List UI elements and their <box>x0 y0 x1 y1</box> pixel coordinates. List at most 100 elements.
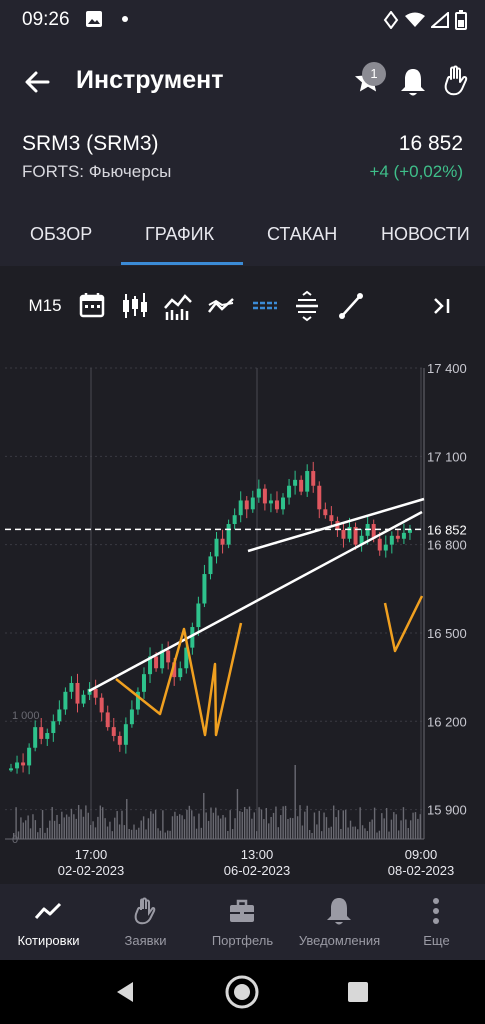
candle-body <box>129 709 134 725</box>
volume-bar <box>330 826 332 839</box>
volume-bar <box>414 812 417 839</box>
volume-bar <box>243 807 246 839</box>
volume-bar <box>15 807 17 839</box>
candle-body <box>287 485 292 498</box>
trendline-tool-icon[interactable] <box>338 290 364 322</box>
candles-icon[interactable] <box>121 290 149 322</box>
volume-bar <box>289 817 292 839</box>
volume-bar <box>13 833 15 839</box>
volume-bar <box>82 816 85 839</box>
level-range-icon[interactable] <box>294 290 320 322</box>
volume-bar <box>203 793 205 839</box>
volume-bar <box>171 816 174 839</box>
candle-body <box>166 650 171 663</box>
volume-bar <box>166 830 169 839</box>
horizontal-lines-icon[interactable] <box>251 290 279 322</box>
bell-icon[interactable] <box>398 66 428 98</box>
notification-count-badge: 1 <box>362 62 386 86</box>
volume-bar <box>248 806 251 839</box>
volume-bar <box>366 831 369 839</box>
tab-news[interactable]: НОВОСТИ <box>381 224 470 244</box>
volume-bar <box>61 811 63 839</box>
timeframe-label: M15 <box>28 296 62 315</box>
tab-chart[interactable]: ГРАФИК <box>145 224 215 244</box>
candle-body <box>377 538 382 551</box>
system-back-icon[interactable] <box>113 980 137 1004</box>
hand-order-icon[interactable] <box>440 64 472 98</box>
back-arrow-icon[interactable] <box>22 66 54 98</box>
volume-bar <box>56 814 58 839</box>
volume-bar <box>304 811 306 839</box>
timeframe-button[interactable]: M15 <box>22 290 68 322</box>
y-tick-label: 16 800 <box>427 538 467 553</box>
volume-bar <box>260 809 263 839</box>
hand-icon <box>134 897 156 925</box>
candle-body <box>281 497 286 510</box>
candle-body <box>63 691 68 710</box>
system-recents-icon[interactable] <box>347 981 369 1003</box>
scroll-to-end-icon[interactable] <box>430 290 454 322</box>
volume-bar <box>169 830 171 839</box>
volume-bar <box>188 805 191 839</box>
volume-bar <box>236 789 239 839</box>
status-icons-right <box>383 10 467 30</box>
nav-more[interactable]: Еще <box>388 884 485 960</box>
volume-bar <box>419 814 421 839</box>
volume-bar <box>292 818 294 839</box>
volume-bar <box>210 807 212 839</box>
volume-bar <box>400 820 402 839</box>
candle-body <box>51 721 56 734</box>
volume-bar <box>140 820 142 839</box>
volume-bar <box>70 808 73 839</box>
volume-bar <box>325 817 328 839</box>
system-home-icon[interactable] <box>224 974 260 1010</box>
system-navigation-bar <box>0 960 485 1024</box>
tab-orderbook[interactable]: СТАКАН <box>267 224 338 244</box>
pattern-drawing <box>383 595 424 653</box>
volume-bar <box>378 830 381 839</box>
compare-icon[interactable] <box>207 290 235 322</box>
volume-bar <box>75 818 77 839</box>
candle-body <box>395 535 400 539</box>
volume-bar <box>383 818 385 839</box>
volume-bar <box>51 807 53 839</box>
y-tick-label: 16 500 <box>427 626 467 641</box>
volume-bar <box>239 811 241 839</box>
nav-orders[interactable]: Заявки <box>97 884 194 960</box>
indicators-icon[interactable] <box>163 290 193 322</box>
candle-body <box>383 544 388 551</box>
volume-bar <box>246 809 248 839</box>
candle-body <box>293 479 298 486</box>
calendar-icon[interactable] <box>79 290 105 322</box>
volume-bar <box>41 810 44 839</box>
volume-bar <box>205 812 207 839</box>
volume-bar <box>385 808 388 839</box>
volume-bar <box>164 832 166 839</box>
volume-bar <box>46 827 49 839</box>
tab-overview[interactable]: ОБЗОР <box>30 224 93 244</box>
volume-bar <box>332 805 335 839</box>
candle-body <box>21 762 26 766</box>
volume-bar <box>80 809 82 839</box>
candle-body <box>299 479 304 492</box>
nav-portfolio[interactable]: Портфель <box>194 884 291 960</box>
chart-area[interactable]: M15 17 400 17 100 16 800 16 500 16 200 15 900… <box>0 266 485 884</box>
volume-bar <box>402 807 405 839</box>
volume-bar <box>118 824 121 839</box>
volume-bar <box>270 816 272 839</box>
nav-label: Еще <box>423 933 450 948</box>
volume-bar <box>268 823 270 839</box>
volume-bar <box>87 812 89 839</box>
volume-bar <box>193 816 195 839</box>
instrument-name: SRM3 (SRM3) <box>22 132 159 155</box>
price-chart[interactable]: 17 400 17 100 16 800 16 500 16 200 15 900 17:0… <box>0 346 485 884</box>
volume-bar <box>313 812 316 839</box>
nav-quotes[interactable]: Котировки <box>0 884 97 960</box>
volume-bar <box>97 816 99 839</box>
volume-bar <box>145 829 147 839</box>
candle-body <box>81 694 86 704</box>
volume-bar <box>224 817 227 839</box>
x-tick-time: 17:00 <box>75 847 108 862</box>
volume-bar <box>371 819 373 839</box>
nav-notifications[interactable]: Уведомления <box>291 884 388 960</box>
